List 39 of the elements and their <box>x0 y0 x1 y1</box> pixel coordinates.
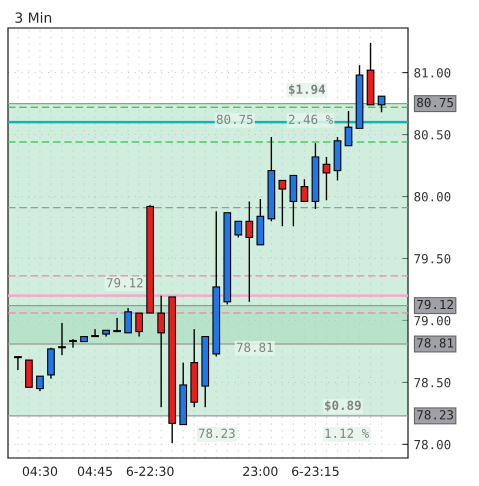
y-tick-label: 78.50 <box>414 378 450 388</box>
annotation: 1.12 % <box>326 428 369 438</box>
annotation: 78.81 <box>236 342 273 352</box>
candlestick <box>278 180 286 227</box>
candlestick <box>245 200 254 303</box>
ref-line-label: 78.23 <box>417 410 454 420</box>
y-tick-label: 80.50 <box>414 130 450 140</box>
candlestick <box>300 178 308 202</box>
candlestick <box>113 317 121 332</box>
x-tick-label: 6-22:30 <box>126 466 174 476</box>
candlestick <box>36 376 44 392</box>
candlestick <box>322 156 330 201</box>
annotation: 2.46 % <box>288 114 333 124</box>
x-tick-label: 6-23:15 <box>292 466 339 476</box>
annotation: 78.23 <box>198 428 235 438</box>
candlestick <box>344 110 352 146</box>
candlestick <box>234 220 242 238</box>
candlestick <box>157 294 166 408</box>
chart-title: 3 Min <box>15 12 52 23</box>
annotation: 80.75 <box>216 114 253 124</box>
annotation: $1.94 <box>289 84 326 96</box>
x-tick-label: 04:45 <box>78 466 112 476</box>
ref-line-label: 80.75 <box>417 98 453 108</box>
ref-line-label: 78.81 <box>417 338 454 348</box>
y-tick-label: 81.00 <box>414 68 450 78</box>
candlestick <box>135 312 143 338</box>
candlestick <box>124 307 132 334</box>
annotation: 79.12 <box>106 278 143 288</box>
x-tick-label: 04:30 <box>22 466 58 476</box>
x-tick-label: 23:00 <box>243 466 278 476</box>
candlestick <box>58 322 66 356</box>
annotation: $0.89 <box>325 400 361 412</box>
candlestick <box>378 95 386 113</box>
y-tick-label: 80.00 <box>414 192 450 202</box>
candlestick <box>14 356 22 371</box>
y-tick-label: 79.00 <box>414 316 450 326</box>
y-tick-label: 78.00 <box>414 440 450 450</box>
y-tick-label: 79.50 <box>414 254 450 264</box>
ref-line-label: 79.12 <box>417 300 453 310</box>
